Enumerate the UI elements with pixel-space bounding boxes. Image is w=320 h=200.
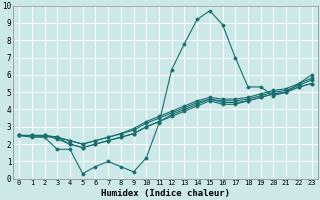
X-axis label: Humidex (Indice chaleur): Humidex (Indice chaleur) xyxy=(101,189,230,198)
